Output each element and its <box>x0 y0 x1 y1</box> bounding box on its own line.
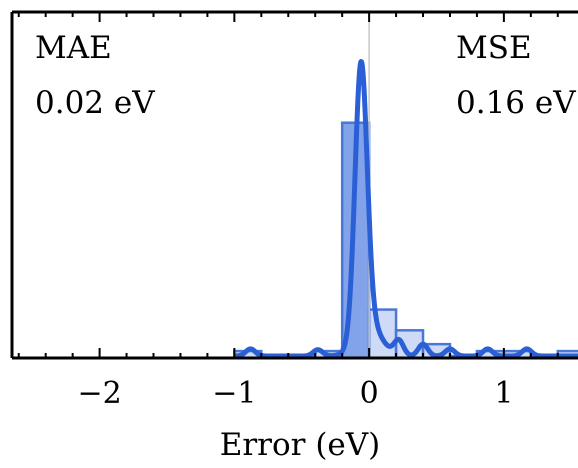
x-axis-tick-labels: −2 −1 0 1 <box>77 376 513 411</box>
x-tick-label: 1 <box>494 376 513 411</box>
mse-label: MSE <box>456 30 532 66</box>
x-axis-title: Error (eV) <box>220 427 381 463</box>
x-axis-ticks <box>17 12 559 358</box>
x-tick-label: −2 <box>77 376 121 411</box>
mse-value: 0.16 eV <box>456 85 576 121</box>
density-curve <box>232 59 578 359</box>
mae-value: 0.02 eV <box>35 85 155 121</box>
x-tick-label: 0 <box>360 376 379 411</box>
x-tick-label: −1 <box>212 376 256 411</box>
plot-frame <box>10 10 578 360</box>
histogram-bars <box>233 121 578 360</box>
mae-label: MAE <box>35 30 112 66</box>
